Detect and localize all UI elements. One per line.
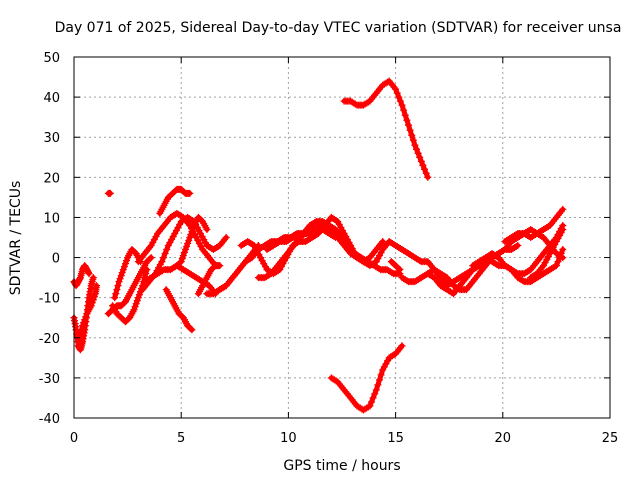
- y-tick-label: 40: [43, 91, 60, 106]
- x-tick-label: 15: [387, 431, 404, 446]
- y-axis-label: SDTVAR / TECUs: [8, 181, 24, 296]
- plus-markers: [74, 282, 100, 346]
- series-track-3: [74, 282, 100, 346]
- data-layer: [70, 77, 567, 414]
- axis-layer: 0 5 10 15 20 25 -40 -30 -20 -10 0 10 20 30 40 50: [39, 51, 619, 446]
- plus-markers: [527, 226, 567, 282]
- series-track-7: [111, 246, 144, 302]
- plus-markers: [327, 342, 406, 414]
- chart-title: Day 071 of 2025, Sidereal Day-to-day VTE…: [55, 20, 622, 36]
- plus-markers: [387, 258, 404, 274]
- series-track-23: [398, 254, 496, 294]
- y-tick-label: 50: [43, 51, 60, 66]
- series-track-11: [156, 185, 194, 217]
- plus-markers: [104, 189, 114, 197]
- x-axis-label: GPS time / hours: [283, 458, 400, 474]
- series-track-22: [387, 258, 404, 274]
- series-track-16: [216, 226, 340, 294]
- plus-markers: [216, 226, 340, 294]
- y-tick-label: -30: [39, 372, 60, 387]
- y-tick-label: 30: [43, 131, 60, 146]
- grid-layer: [74, 57, 610, 418]
- x-tick-label: 10: [280, 431, 297, 446]
- series-band: [341, 78, 431, 180]
- plus-markers: [263, 222, 451, 290]
- series-track-12: [162, 286, 196, 334]
- series-track-14: [194, 262, 224, 298]
- series-track-4: [104, 189, 114, 197]
- plus-markers: [162, 286, 196, 334]
- y-tick-label: 0: [52, 252, 60, 267]
- series-track-21: [327, 342, 406, 414]
- series-track-27: [488, 246, 567, 286]
- plus-markers: [194, 262, 224, 298]
- series-track-20: [340, 77, 432, 181]
- series-track-29: [527, 226, 567, 282]
- y-tick-label: -20: [39, 332, 60, 347]
- series-track-8: [134, 209, 219, 270]
- y-tick-label: 10: [43, 211, 60, 226]
- x-tick-label: 20: [495, 431, 512, 446]
- x-tick-label: 25: [602, 431, 619, 446]
- y-tick-label: -10: [39, 292, 60, 307]
- plus-markers: [156, 185, 194, 217]
- plus-markers: [501, 226, 567, 262]
- y-tick-label: -40: [39, 412, 60, 427]
- plus-markers: [340, 77, 432, 181]
- plot-frame: [73, 56, 611, 419]
- y-tick-label: 20: [43, 171, 60, 186]
- series-track-19: [263, 222, 451, 290]
- x-tick-label: 0: [70, 431, 78, 446]
- plus-markers: [488, 246, 567, 286]
- x-tick-label: 5: [177, 431, 185, 446]
- plus-markers: [134, 209, 219, 270]
